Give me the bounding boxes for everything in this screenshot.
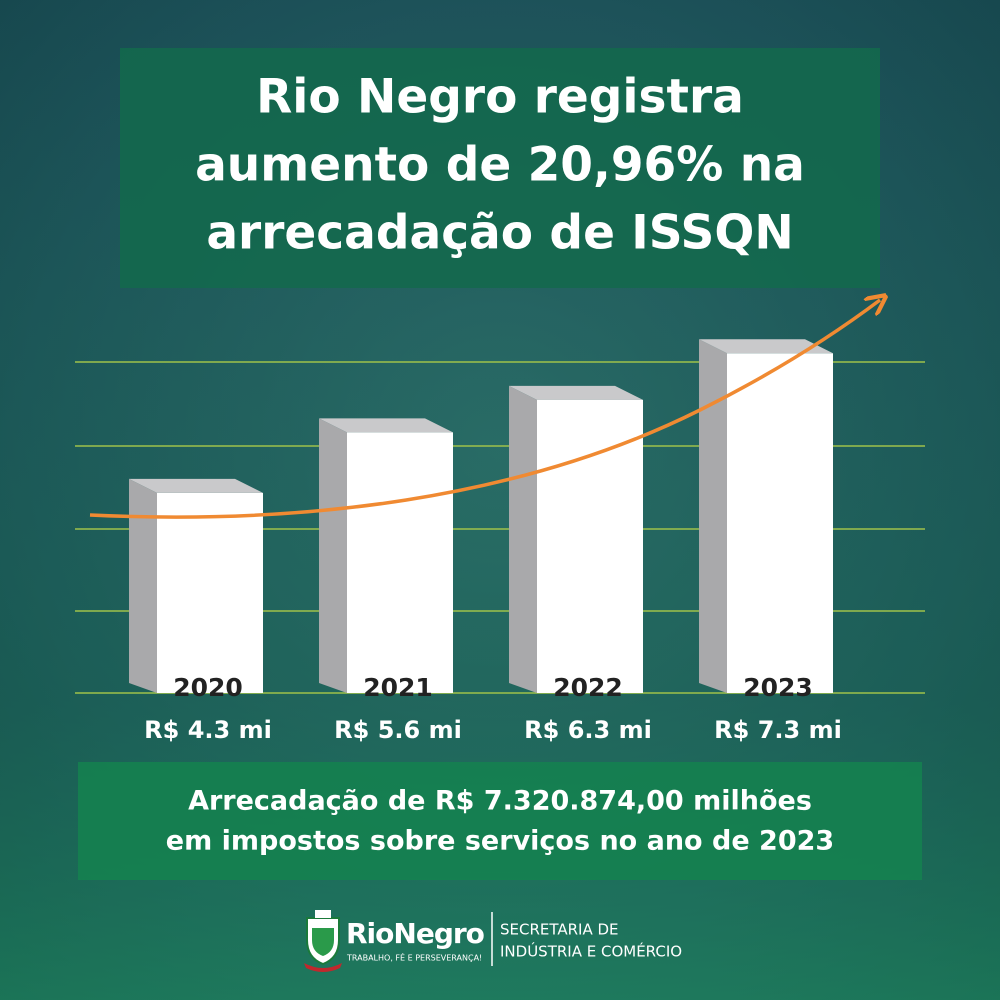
department-line: SECRETARIA DE bbox=[500, 921, 619, 939]
bar-top bbox=[319, 418, 453, 433]
logo-name: RioNegro bbox=[346, 917, 485, 950]
category-label: 2021 bbox=[363, 673, 433, 702]
trend-arrow bbox=[89, 300, 880, 519]
footer-box bbox=[78, 762, 922, 880]
footer-line: Arrecadação de R$ 7.320.874,00 milhões bbox=[188, 786, 812, 817]
logo-ribbon bbox=[304, 963, 342, 972]
bar-side bbox=[129, 478, 157, 693]
bar-top bbox=[509, 385, 643, 400]
bars bbox=[129, 339, 833, 693]
title-line: Rio Negro registra bbox=[256, 70, 744, 125]
bar-top bbox=[129, 478, 263, 493]
logo-shield-inner bbox=[312, 928, 334, 956]
category-label: 2022 bbox=[553, 673, 623, 702]
title-line: aumento de 20,96% na bbox=[195, 138, 805, 193]
bar bbox=[537, 399, 643, 693]
bar-side bbox=[509, 385, 537, 693]
logo-crown bbox=[315, 910, 331, 918]
bar bbox=[347, 432, 453, 693]
bar-side bbox=[319, 418, 347, 693]
footer-line: em impostos sobre serviços no ano de 202… bbox=[166, 826, 834, 857]
title-line: arrecadação de ISSQN bbox=[206, 206, 793, 261]
bar-top bbox=[699, 339, 833, 354]
logo: RioNegro TRABALHO, FÉ E PERSEVERANÇA! SE… bbox=[304, 910, 682, 972]
bar-side bbox=[699, 339, 727, 693]
footer: Arrecadação de R$ 7.320.874,00 milhões e… bbox=[166, 786, 834, 857]
bar bbox=[157, 492, 263, 693]
category-label: 2023 bbox=[743, 673, 813, 702]
value-label: R$ 4.3 mi bbox=[144, 716, 272, 744]
title: Rio Negro registra aumento de 20,96% na … bbox=[195, 70, 805, 261]
bar bbox=[727, 353, 833, 693]
title-box bbox=[120, 48, 880, 288]
value-label: R$ 7.3 mi bbox=[714, 716, 842, 744]
logo-motto: TRABALHO, FÉ E PERSEVERANÇA! bbox=[346, 952, 482, 963]
department-line: INDÚSTRIA E COMÉRCIO bbox=[500, 942, 682, 961]
value-label: R$ 5.6 mi bbox=[334, 716, 462, 744]
category-label: 2020 bbox=[173, 673, 243, 702]
value-label: R$ 6.3 mi bbox=[524, 716, 652, 744]
